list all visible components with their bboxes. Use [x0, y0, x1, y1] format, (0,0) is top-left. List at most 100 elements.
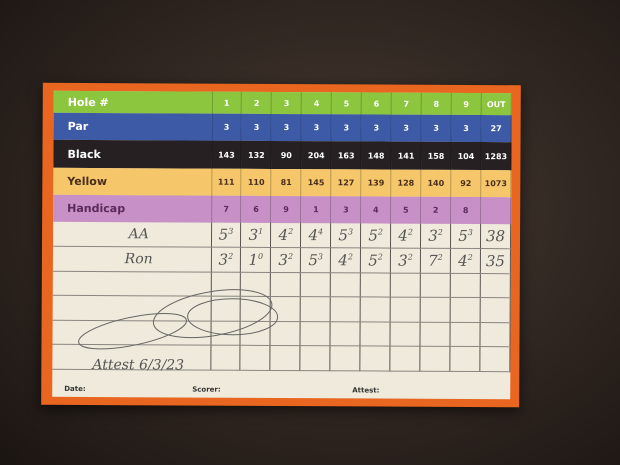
yellow-value: 139	[360, 169, 392, 197]
handicap-value: 5	[390, 196, 421, 224]
yellow-value: 111	[211, 168, 242, 196]
hole-score: 44	[300, 223, 331, 248]
strokes: 1	[248, 250, 259, 269]
par-value: 3	[301, 114, 332, 142]
strokes: 3	[278, 250, 289, 269]
strokes: 3	[248, 225, 259, 244]
black-out: 1283	[480, 142, 512, 171]
hole-score: 53	[330, 223, 361, 248]
par-value: 3	[391, 114, 422, 142]
empty-cell	[479, 346, 510, 372]
strokes: 4	[458, 251, 468, 270]
empty-cell	[449, 346, 480, 372]
hole-number: 6	[361, 92, 392, 115]
empty-cell	[389, 346, 421, 371]
hole-number: 7	[391, 92, 422, 115]
handicap-value: 9	[270, 195, 302, 224]
empty-cell	[330, 345, 361, 371]
hole-score: 42	[390, 223, 421, 249]
strokes: 5	[458, 226, 468, 245]
putts: 2	[437, 252, 443, 262]
empty-cell	[330, 296, 361, 322]
empty-cell	[450, 297, 481, 323]
putts: 3	[228, 226, 234, 236]
yellow-out: 1073	[480, 170, 511, 198]
handicap-value: 7	[211, 195, 242, 223]
putts: 2	[407, 227, 413, 237]
hole-number: 1	[211, 91, 242, 114]
putts: 4	[318, 227, 324, 237]
black-value: 204	[301, 141, 332, 170]
empty-cell	[330, 272, 361, 297]
yellow-value: 81	[271, 168, 302, 197]
yellow-value: 128	[390, 169, 421, 197]
hole-number: 5	[331, 92, 362, 115]
yellow-label: Yellow	[53, 167, 212, 196]
out-label: OUT	[481, 93, 512, 116]
hole-number: 3	[271, 91, 302, 115]
putts: 2	[467, 252, 473, 262]
hole-score: 31	[240, 222, 271, 248]
hole-score: 42	[450, 248, 481, 274]
card-footer: Date: Scorer: Attest:	[52, 375, 510, 399]
strokes: 5	[338, 226, 349, 245]
empty-cell	[390, 321, 421, 347]
putts: 2	[287, 251, 294, 261]
hole-score: 53	[300, 247, 331, 273]
hole-score: 72	[420, 248, 451, 273]
hole-number: 2	[241, 91, 272, 114]
signature-scribble	[78, 289, 279, 350]
hole-score: 52	[360, 247, 391, 273]
empty-cell	[360, 272, 391, 298]
strokes: 3	[428, 226, 438, 245]
empty-cell	[450, 272, 481, 298]
player-row: Ron 32 10 32 53 42 52 32 72 42 35	[52, 246, 511, 274]
black-value: 158	[420, 141, 452, 170]
empty-cell	[360, 321, 391, 347]
black-value: 163	[331, 141, 362, 170]
scorer-label: Scorer:	[192, 385, 221, 394]
strokes: 4	[398, 226, 408, 245]
empty-cell	[360, 296, 391, 322]
par-value: 3	[211, 113, 242, 141]
putts: 2	[347, 252, 353, 262]
black-row: Black 143 132 90 204 163 148 141 158 104 1283	[53, 139, 512, 171]
yellow-value: 145	[301, 169, 332, 197]
player-out-total: 35	[480, 248, 511, 274]
strokes: 3	[218, 250, 229, 269]
handicap-value: 4	[360, 196, 391, 224]
yellow-value: 92	[450, 169, 481, 198]
empty-cell	[479, 322, 511, 347]
strokes: 5	[308, 250, 318, 269]
hole-label: Hole #	[53, 90, 212, 114]
handicap-value: 1	[300, 196, 332, 224]
player-name: AA	[52, 221, 212, 248]
yellow-value: 110	[241, 168, 272, 196]
strokes: 4	[338, 251, 348, 270]
putts: 2	[407, 252, 413, 262]
putts: 3	[467, 227, 473, 238]
hole-score: 32	[420, 223, 451, 249]
empty-cell	[420, 272, 451, 298]
strokes: 4	[278, 225, 289, 245]
strokes: 4	[308, 226, 319, 245]
handicap-label: Handicap	[53, 194, 212, 223]
hole-number: 4	[301, 92, 332, 115]
black-value: 132	[241, 140, 272, 169]
strokes: 3	[398, 251, 408, 270]
attest-label: Attest:	[352, 386, 380, 395]
black-value: 90	[271, 140, 302, 170]
player-out-total: 38	[480, 224, 511, 249]
par-label: Par	[53, 112, 212, 141]
hole-score: 10	[240, 247, 271, 272]
putts: 2	[228, 251, 234, 261]
putts: 0	[258, 251, 264, 261]
putts: 3	[347, 227, 354, 237]
date-label: Date:	[64, 384, 86, 393]
handicap-value: 8	[450, 196, 481, 225]
yellow-value: 140	[420, 169, 451, 197]
empty-cell	[480, 297, 511, 323]
yellow-row: Yellow 111 110 81 145 127 139 128 140 92 1073	[53, 167, 511, 198]
empty-cell	[390, 272, 421, 298]
